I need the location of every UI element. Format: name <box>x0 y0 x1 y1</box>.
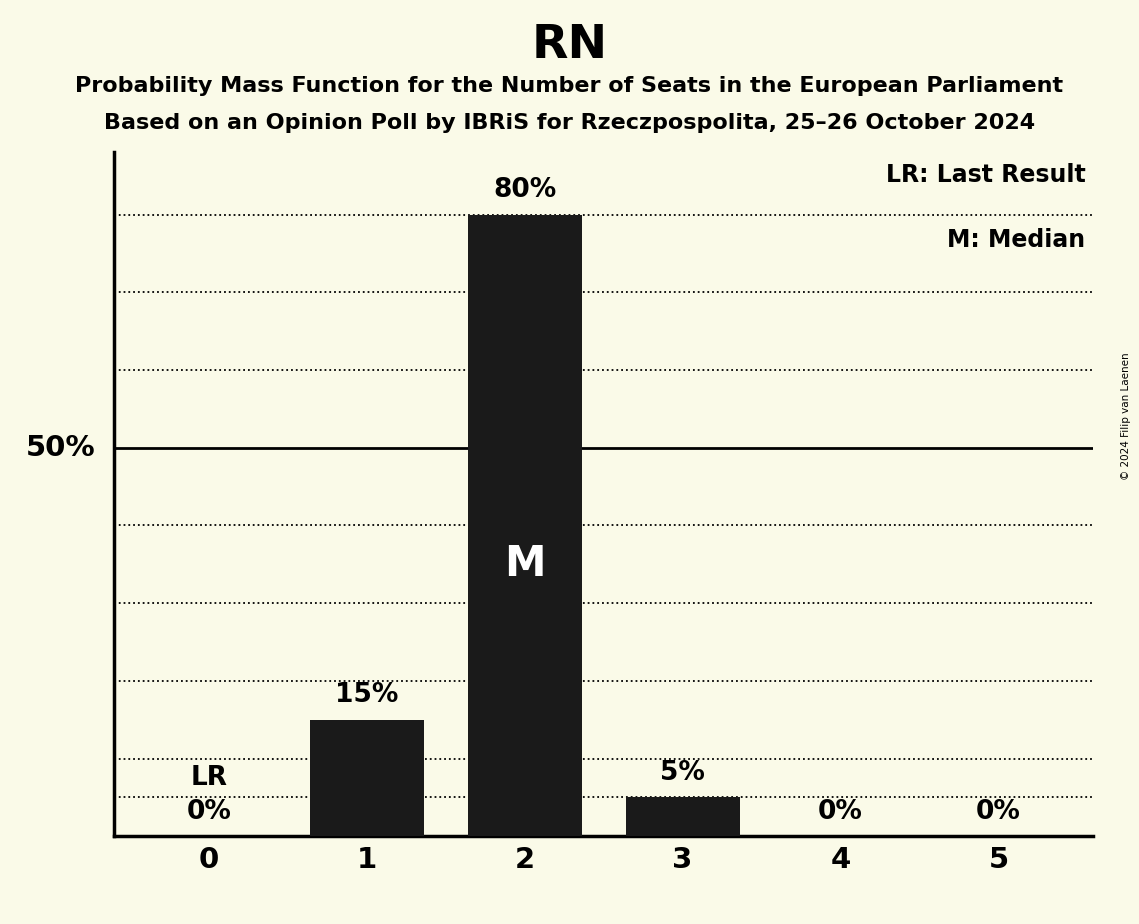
Text: © 2024 Filip van Laenen: © 2024 Filip van Laenen <box>1121 352 1131 480</box>
Text: M: Median: M: Median <box>948 227 1085 251</box>
Text: Based on an Opinion Poll by IBRiS for Rzeczpospolita, 25–26 October 2024: Based on an Opinion Poll by IBRiS for Rz… <box>104 113 1035 133</box>
Text: Probability Mass Function for the Number of Seats in the European Parliament: Probability Mass Function for the Number… <box>75 76 1064 96</box>
Bar <box>625 797 739 836</box>
Text: M: M <box>503 543 546 585</box>
Text: LR: Last Result: LR: Last Result <box>886 163 1085 187</box>
Text: 80%: 80% <box>493 177 556 203</box>
Text: LR: LR <box>190 765 227 791</box>
Bar <box>310 720 424 836</box>
Text: 0%: 0% <box>818 798 863 824</box>
Bar <box>468 214 582 836</box>
Text: 0%: 0% <box>187 798 231 824</box>
Text: 50%: 50% <box>25 433 95 462</box>
Text: 5%: 5% <box>661 760 705 785</box>
Text: 0%: 0% <box>976 798 1021 824</box>
Text: RN: RN <box>532 23 607 68</box>
Text: 15%: 15% <box>335 682 399 708</box>
